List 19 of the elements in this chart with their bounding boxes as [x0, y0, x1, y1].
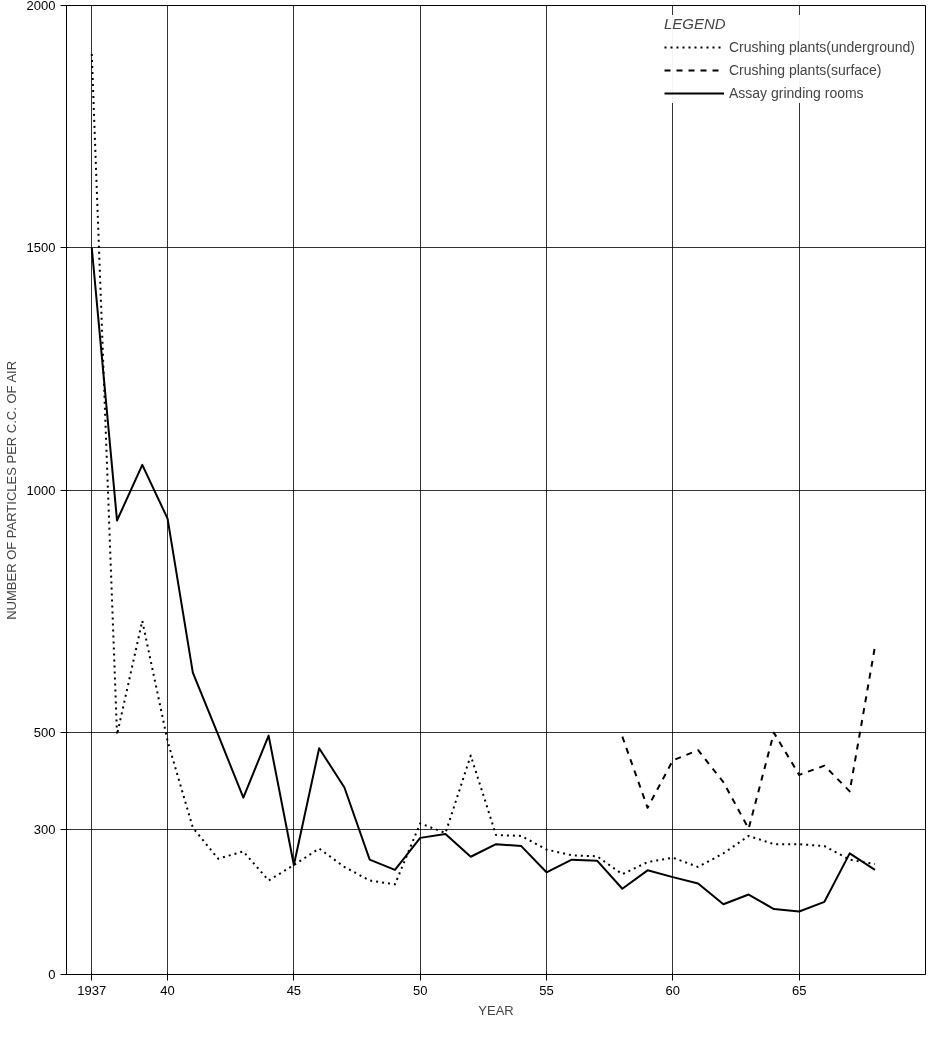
y-tick-label: 1000 [26, 482, 56, 498]
y-tick-label: 0 [48, 967, 56, 982]
x-tick-label: 55 [539, 982, 554, 998]
legend-label: Crushing plants(underground) [729, 39, 915, 55]
y-axis-title: NUMBER OF PARTICLES PER C.C. OF AIR [3, 360, 19, 620]
y-tick-label: 300 [33, 821, 56, 837]
legend-title: LEGEND [664, 15, 727, 32]
y-tick-label: 2000 [26, 0, 56, 13]
legend-label: Assay grinding rooms [729, 85, 864, 101]
x-tick-label: 45 [286, 982, 302, 998]
x-tick-label: 65 [791, 982, 807, 998]
legend-label: Crushing plants(surface) [729, 62, 882, 78]
x-tick-label: 50 [412, 982, 428, 998]
x-tick-label: 40 [160, 982, 175, 998]
x-axis-title: YEAR [478, 1002, 514, 1018]
x-tick-label: 1937 [77, 982, 107, 998]
y-tick-label: 500 [33, 724, 56, 740]
y-tick-label: 1500 [26, 240, 56, 256]
x-tick-label: 60 [665, 982, 681, 998]
